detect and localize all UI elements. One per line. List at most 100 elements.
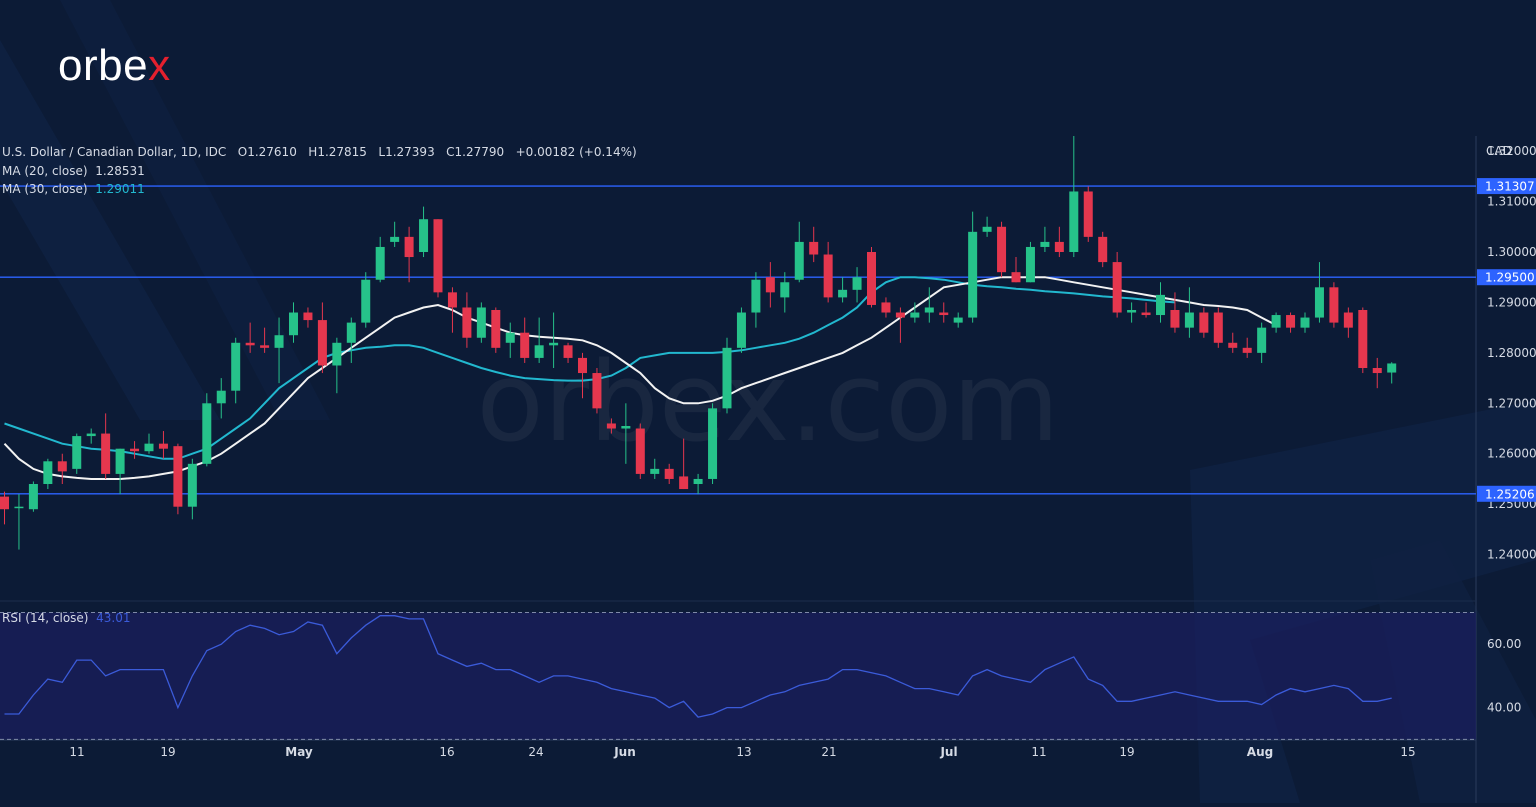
candle-body bbox=[809, 241, 819, 255]
candle-body bbox=[130, 448, 140, 452]
candle-body bbox=[823, 254, 833, 298]
candle-body bbox=[751, 279, 761, 313]
candle-29 bbox=[419, 206, 429, 258]
candle-body bbox=[1025, 246, 1035, 283]
candle-45 bbox=[650, 458, 660, 479]
candle-body bbox=[1184, 312, 1194, 328]
candle-62 bbox=[895, 307, 905, 343]
candle-body bbox=[28, 484, 38, 510]
candle-74 bbox=[1069, 136, 1079, 258]
candle-body bbox=[419, 219, 429, 252]
candle-37 bbox=[534, 317, 544, 363]
x-tick-label-9: 11 bbox=[1031, 745, 1046, 759]
low-value: 1.27393 bbox=[385, 145, 435, 159]
candle-body bbox=[635, 428, 645, 474]
candle-92 bbox=[1329, 282, 1339, 328]
candle-body bbox=[910, 312, 920, 318]
high-label: H bbox=[308, 145, 318, 159]
candle-body bbox=[838, 289, 848, 298]
y-tick-label-8: 1.24000 bbox=[1487, 548, 1536, 562]
candle-61 bbox=[881, 297, 891, 318]
candle-56 bbox=[809, 226, 819, 263]
candle-70 bbox=[1011, 257, 1021, 283]
candle-85 bbox=[1228, 332, 1238, 353]
candle-83 bbox=[1199, 307, 1209, 338]
candle-2 bbox=[28, 481, 38, 512]
ma30-legend[interactable]: MA (30, close) 1.29011 bbox=[2, 182, 145, 196]
candle-90 bbox=[1300, 312, 1310, 333]
symbol-title: U.S. Dollar / Canadian Dollar, 1D, IDC bbox=[2, 145, 227, 159]
candle-60 bbox=[867, 246, 876, 308]
candle-54 bbox=[780, 272, 790, 313]
change-value: +0.00182 (+0.14%) bbox=[515, 145, 637, 159]
candle-body bbox=[187, 463, 197, 507]
open-label: O bbox=[237, 145, 248, 159]
candle-9 bbox=[130, 441, 140, 459]
candle-body bbox=[491, 310, 501, 348]
candle-body bbox=[173, 446, 183, 507]
candle-17 bbox=[245, 322, 255, 353]
y-tick-label-3: 1.29000 bbox=[1487, 295, 1536, 309]
candle-body bbox=[505, 332, 515, 343]
candle-body bbox=[303, 312, 313, 321]
candle-46 bbox=[664, 463, 674, 484]
x-tick-label-8: Jul bbox=[939, 745, 957, 759]
candle-body bbox=[1228, 342, 1238, 348]
close-label: C bbox=[446, 145, 455, 159]
candle-body bbox=[722, 347, 732, 409]
candle-body bbox=[534, 345, 544, 358]
candle-71 bbox=[1025, 241, 1035, 283]
candle-80 bbox=[1156, 282, 1165, 323]
candle-10 bbox=[144, 433, 154, 454]
candle-body bbox=[144, 443, 154, 452]
candle-21 bbox=[303, 307, 313, 328]
candle-body bbox=[708, 408, 718, 479]
candle-30 bbox=[433, 219, 443, 298]
rsi-line bbox=[4, 615, 1392, 718]
ma20-legend[interactable]: MA (20, close) 1.28531 bbox=[2, 164, 145, 178]
candle-body bbox=[1040, 241, 1050, 247]
candle-89 bbox=[1286, 312, 1296, 333]
candle-body bbox=[462, 307, 472, 338]
x-tick-label-6: 13 bbox=[736, 745, 751, 759]
candle-50 bbox=[722, 337, 732, 414]
candle-6 bbox=[86, 428, 96, 444]
y-tick-label-6: 1.26000 bbox=[1487, 447, 1536, 461]
candle-64 bbox=[924, 287, 934, 323]
rsi-label: RSI (14, close) bbox=[2, 611, 89, 625]
level-tag-2: 1.25206 bbox=[1485, 487, 1535, 501]
rsi-legend[interactable]: RSI (14, close) 43.01 bbox=[2, 611, 130, 625]
candle-body bbox=[1199, 312, 1209, 333]
candle-53 bbox=[765, 262, 775, 308]
candle-body bbox=[1141, 312, 1151, 316]
candle-35 bbox=[505, 322, 515, 358]
candle-body bbox=[693, 478, 703, 484]
candle-body bbox=[1329, 287, 1339, 323]
candle-body bbox=[274, 335, 284, 348]
candle-39 bbox=[563, 342, 573, 363]
currency-label: CAD bbox=[1486, 144, 1512, 158]
candle-16 bbox=[231, 337, 241, 404]
candle-73 bbox=[1054, 226, 1064, 258]
candle-32 bbox=[462, 292, 472, 348]
candle-1 bbox=[14, 494, 24, 550]
candle-77 bbox=[1112, 252, 1122, 318]
rsi-band bbox=[0, 612, 1476, 740]
candle-body bbox=[216, 390, 226, 404]
candle-58 bbox=[838, 277, 848, 303]
candle-body bbox=[549, 342, 559, 346]
candle-96 bbox=[1387, 362, 1397, 384]
y-tick-label-1: 1.31000 bbox=[1487, 195, 1536, 209]
candle-body bbox=[664, 468, 674, 479]
candle-body bbox=[736, 312, 746, 348]
candle-91 bbox=[1314, 262, 1324, 323]
x-tick-label-11: Aug bbox=[1247, 745, 1273, 759]
candle-24 bbox=[346, 317, 356, 363]
candle-8 bbox=[115, 448, 125, 495]
symbol-legend: U.S. Dollar / Canadian Dollar, 1D, IDC O… bbox=[2, 145, 637, 159]
candle-body bbox=[404, 236, 414, 258]
candle-59 bbox=[852, 267, 862, 303]
candle-body bbox=[231, 342, 241, 391]
candle-body bbox=[953, 317, 963, 323]
